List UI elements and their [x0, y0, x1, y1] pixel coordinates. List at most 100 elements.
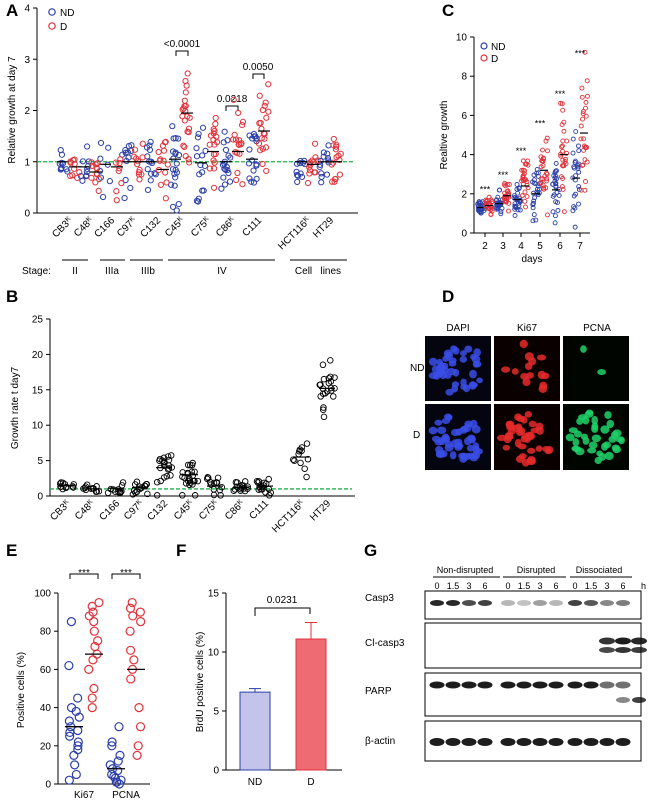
A-point-D: [179, 113, 186, 120]
C-point-D: [544, 135, 550, 141]
E-point-D: [84, 611, 94, 621]
C-x-tick-label: 5: [537, 241, 543, 252]
B-point: [213, 479, 221, 486]
C-point-D: [483, 198, 489, 204]
A-legend: ND D: [48, 8, 74, 33]
C-significance: ***: [555, 89, 566, 99]
C-point-D: [540, 163, 546, 169]
A-point-D: [163, 179, 170, 186]
A-point-ND: [195, 130, 202, 138]
A-point-ND: [172, 135, 179, 142]
micro-cell-pcna: [585, 409, 594, 416]
C-point-D: [521, 178, 527, 184]
A-y-tick-label: 2: [24, 106, 30, 117]
A-point-ND: [225, 152, 232, 159]
A-annotation-3: 0.0050: [243, 62, 274, 73]
A-point-D: [211, 165, 218, 172]
B-point: [167, 452, 175, 459]
A-point-ND: [143, 144, 151, 151]
A-point-D: [139, 140, 146, 147]
B-point: [70, 484, 77, 491]
A-stage-label: Stage:: [22, 266, 51, 277]
A-point-D: [333, 154, 340, 161]
B-point: [319, 390, 327, 397]
A-point-D: [95, 187, 102, 194]
micro-cell-pcna: [612, 445, 622, 454]
C-point-D: [538, 176, 544, 182]
band-casp3: [462, 600, 476, 606]
B-y-tick-label: 15: [32, 385, 44, 396]
micro-cell-dapi: [469, 369, 477, 379]
C-point-ND: [515, 190, 521, 196]
C-point-ND: [553, 160, 559, 166]
C-point-ND: [555, 208, 561, 213]
E-point-ND: [70, 760, 80, 770]
C-y-tick-label: 6: [461, 111, 467, 122]
C-point-ND: [570, 136, 576, 142]
A-point-D: [113, 188, 120, 195]
A-x-tick-label: CB3K: [50, 215, 75, 240]
C-point-ND: [552, 220, 558, 226]
A-point-D: [311, 140, 319, 147]
C-point-ND: [496, 200, 502, 205]
E-point-ND: [66, 617, 76, 627]
C-point-D: [504, 182, 510, 187]
A-point-ND: [173, 160, 180, 167]
C-significance: ***: [575, 48, 586, 58]
A-point-ND: [147, 170, 155, 177]
micro-cell-dapi: [428, 426, 438, 435]
A-point-D: [160, 157, 167, 164]
micro-cell-dapi: [462, 384, 471, 393]
C-point-D: [580, 111, 586, 117]
A-point-ND: [245, 160, 253, 167]
C-point-ND: [550, 209, 556, 215]
G-timepoint-label: 0: [505, 581, 510, 591]
A-point-D: [162, 195, 169, 202]
C-y-tick-label: 4: [461, 150, 467, 161]
A-point-ND: [172, 174, 179, 181]
A-point-D: [210, 126, 217, 133]
C-point-D: [581, 136, 587, 142]
C-point-D: [580, 116, 585, 122]
G-timepoint-label: 3: [466, 581, 471, 591]
band-bactin: [461, 738, 477, 746]
micro-cell-ki67: [539, 381, 548, 390]
band-clcasp3: [631, 637, 647, 645]
A-point-ND: [248, 178, 255, 185]
micro-cell-ki67: [540, 372, 550, 380]
G-group-nondisrupted: Non-disrupted: [437, 565, 494, 575]
A-point-ND: [250, 167, 257, 174]
A-point-ND: [84, 163, 92, 170]
A-point-ND: [250, 179, 258, 186]
A-annotation-1: <0.0001: [164, 39, 201, 50]
C-point-ND: [534, 186, 540, 192]
micro-cell-pcna: [572, 438, 580, 447]
micro-cell-ki67: [524, 411, 533, 418]
A-x-tick-label: C132: [138, 215, 163, 240]
E-sig-pcna: ***: [120, 568, 132, 579]
band-casp3: [533, 600, 547, 606]
micro-cell-ki67: [501, 366, 511, 373]
micro-cell-dapi: [460, 350, 467, 357]
A-y-label: Relative growth at day 7: [7, 56, 18, 164]
E-point-D: [84, 664, 94, 675]
C-point-D: [545, 212, 550, 218]
A-point-ND: [97, 139, 105, 147]
B-point: [56, 480, 64, 487]
A-point-ND: [106, 178, 113, 185]
E-point-D: [133, 741, 143, 751]
E-point-ND: [114, 779, 124, 789]
C-point-D: [561, 209, 567, 215]
A-point-ND: [294, 178, 301, 186]
A-point-D: [135, 171, 143, 178]
A-point-ND: [320, 149, 327, 156]
C-point-ND: [553, 184, 559, 190]
B-point: [191, 492, 199, 499]
A-point-ND: [79, 177, 86, 184]
E-point-D: [87, 702, 97, 713]
E-point-D: [129, 655, 139, 665]
B-point: [214, 474, 222, 482]
band-parp: [500, 681, 516, 689]
A-point-ND: [173, 207, 180, 214]
A-point-ND: [251, 133, 258, 140]
